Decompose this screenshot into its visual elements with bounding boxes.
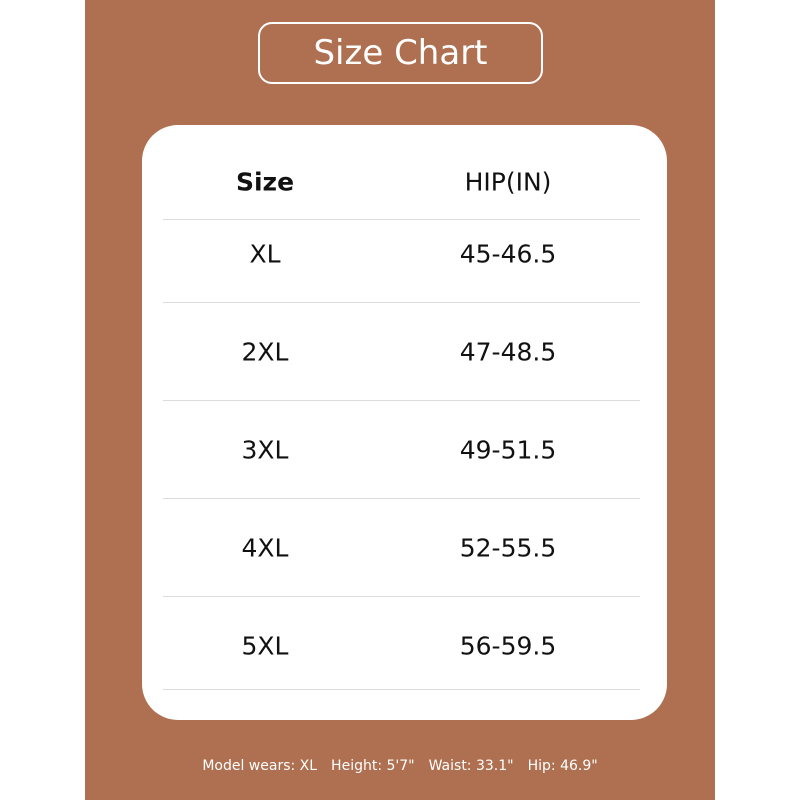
hip-cell: 56-59.5 (459, 631, 557, 661)
divider (163, 596, 640, 597)
hip-cell: 47-48.5 (459, 337, 557, 367)
hip-cell: 52-55.5 (459, 533, 557, 563)
column-header: HIP(IN) (464, 167, 552, 197)
divider (163, 400, 640, 401)
hip-cell: 49-51.5 (459, 435, 557, 465)
size-cell: XL (249, 239, 281, 269)
footer: Model wears: XL Height: 5'7" Waist: 33.1" H… (85, 758, 715, 774)
footer-item: Height: 5'7" (331, 758, 415, 774)
footer-item: Waist: 33.1" (428, 758, 514, 774)
hip-cell: 45-46.5 (459, 239, 557, 269)
footer-item: Model wears: XL (202, 758, 318, 774)
footer-item: Hip: 46.9" (527, 758, 598, 774)
size-cell: 5XL (241, 631, 289, 661)
divider (163, 689, 640, 690)
column-header: Size (235, 167, 295, 197)
divider (163, 302, 640, 303)
size-cell: 4XL (241, 533, 289, 563)
size-cell: 3XL (241, 435, 289, 465)
size-cell: 2XL (241, 337, 289, 367)
divider (163, 219, 640, 220)
divider (163, 498, 640, 499)
size-table: Size HIP(IN) XL 45-46.5 2XL 47-48.5 3XL 49-51.5… (142, 125, 667, 720)
title: Size Chart (258, 22, 543, 84)
